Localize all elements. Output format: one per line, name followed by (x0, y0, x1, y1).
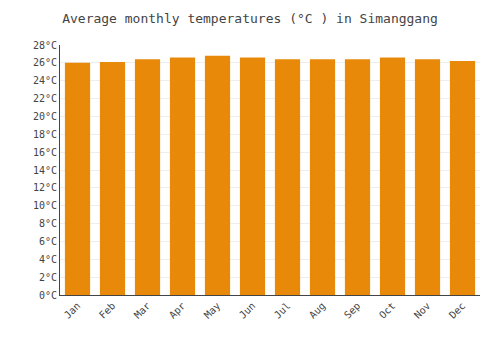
svg-text:Oct: Oct (377, 300, 398, 321)
svg-text:4°C: 4°C (39, 254, 57, 265)
svg-text:Jun: Jun (237, 300, 258, 321)
svg-text:14°C: 14°C (33, 165, 57, 176)
svg-text:22°C: 22°C (33, 93, 57, 104)
svg-text:Feb: Feb (97, 300, 118, 321)
svg-text:Average monthly temperatures (: Average monthly temperatures (°C ) in Si… (62, 11, 438, 26)
svg-text:26°C: 26°C (33, 57, 57, 68)
svg-text:Mar: Mar (132, 300, 153, 321)
svg-text:Dec: Dec (447, 300, 468, 321)
svg-text:6°C: 6°C (39, 236, 57, 247)
svg-text:Sep: Sep (342, 300, 363, 321)
svg-text:2°C: 2°C (39, 272, 57, 283)
svg-text:0°C: 0°C (39, 290, 57, 301)
svg-text:8°C: 8°C (39, 218, 57, 229)
svg-text:28°C: 28°C (33, 40, 57, 51)
svg-text:10°C: 10°C (33, 200, 57, 211)
svg-text:12°C: 12°C (33, 182, 57, 193)
svg-text:May: May (202, 300, 223, 321)
svg-text:24°C: 24°C (33, 75, 57, 86)
svg-text:18°C: 18°C (33, 129, 57, 140)
svg-text:Nov: Nov (412, 300, 433, 321)
svg-text:Aug: Aug (307, 300, 328, 321)
svg-text:16°C: 16°C (33, 147, 57, 158)
svg-text:20°C: 20°C (33, 111, 57, 122)
svg-text:Jan: Jan (62, 300, 83, 321)
svg-text:Jul: Jul (272, 300, 293, 321)
svg-text:Apr: Apr (167, 300, 188, 321)
